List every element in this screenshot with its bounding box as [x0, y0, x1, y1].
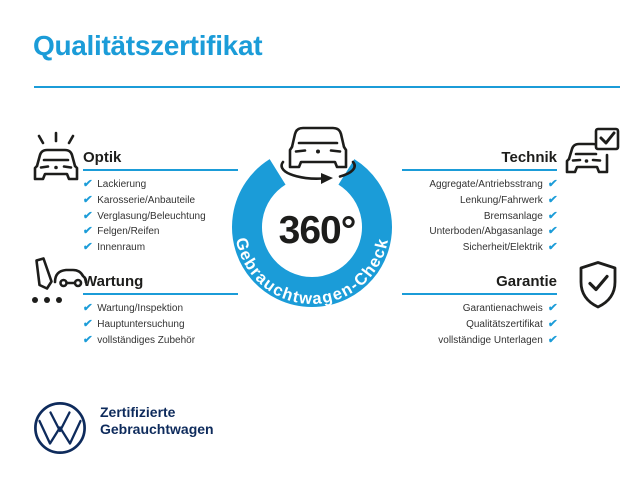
- degrees-label: 360°: [279, 209, 356, 252]
- footer-claim-line1: Zertifizierte: [100, 404, 176, 420]
- check-icon: ✔: [82, 209, 94, 222]
- checklist-item-label: Garantienachweis: [462, 303, 543, 315]
- check-icon: ✔: [547, 225, 558, 238]
- checklist-item: Garantienachweis ✔: [438, 301, 558, 317]
- checklist-item: ✔ Wartung/Inspektion: [82, 301, 195, 317]
- checklist-item-label: Lenkung/Fahrwerk: [459, 195, 543, 207]
- checklist-item: Unterboden/Abgasanlage ✔: [429, 224, 558, 240]
- checklist-item: ✔ Innenraum: [82, 240, 206, 256]
- checklist-item-label: Sicherheit/Elektrik: [462, 242, 543, 254]
- vw-logo: [34, 402, 86, 454]
- checklist-item-label: Bremsanlage: [483, 210, 543, 222]
- checklist-item: ✔ Hauptuntersuchung: [82, 317, 195, 333]
- checklist-item-label: Wartung/Inspektion: [97, 303, 184, 315]
- check-icon: ✔: [547, 178, 558, 191]
- section-heading-technik: Technik: [501, 149, 557, 166]
- check-icon: ✔: [82, 225, 94, 238]
- checklist-wartung: ✔ Wartung/Inspektion ✔ Hauptuntersuchung ✔…: [82, 301, 196, 348]
- checklist-item: ✔ Lackierung: [82, 177, 206, 193]
- section-rule-optik: [83, 169, 238, 171]
- check-icon: ✔: [547, 241, 558, 254]
- checklist-item: ✔ vollständiges Zubehör: [82, 332, 196, 348]
- checklist-item: Aggregate/Antriebsstrang ✔: [429, 177, 558, 193]
- checklist-technik: Aggregate/Antriebsstrang ✔ Lenkung/Fahrwe…: [429, 177, 558, 256]
- checklist-item-label: Innenraum: [97, 242, 146, 254]
- check-icon: ✔: [82, 194, 94, 207]
- checklist-item: Qualitätszertifikat ✔: [438, 317, 558, 333]
- checklist-item-label: Felgen/Reifen: [97, 226, 160, 238]
- section-rule-wartung: [83, 293, 238, 295]
- footer-claim: Zertifizierte Gebrauchtwagen: [100, 404, 214, 438]
- shield-check-icon: [579, 261, 617, 309]
- ring-arc: [232, 159, 392, 308]
- check-icon: ✔: [82, 302, 94, 315]
- checklist-item: ✔ Felgen/Reifen: [82, 224, 206, 240]
- car-360-icon: [280, 126, 356, 184]
- service-checklist-icon: [32, 257, 88, 303]
- check-icon: ✔: [547, 333, 558, 346]
- car-checkbox-icon: [565, 127, 620, 174]
- check-icon: ✔: [547, 194, 558, 207]
- check-icon: ✔: [82, 178, 94, 191]
- section-heading-optik: Optik: [83, 149, 122, 166]
- section-heading-garantie: Garantie: [496, 273, 557, 290]
- checklist-item-label: Verglasung/Beleuchtung: [97, 210, 206, 222]
- checklist-item: Sicherheit/Elektrik ✔: [429, 240, 558, 256]
- check-icon: ✔: [82, 241, 94, 254]
- check-icon: ✔: [82, 318, 94, 331]
- check-icon: ✔: [547, 209, 558, 222]
- gebrauchtwagen-check-ring: Gebrauchtwagen-Check 360°: [232, 126, 392, 308]
- checklist-item: ✔ Karosserie/Anbauteile: [82, 193, 206, 209]
- checklist-item-label: Karosserie/Anbauteile: [97, 195, 196, 207]
- check-icon: ✔: [547, 302, 558, 315]
- checklist-item: vollständige Unterlagen ✔: [438, 332, 558, 348]
- checklist-item-label: vollständige Unterlagen: [438, 334, 543, 346]
- checklist-item: Lenkung/Fahrwerk ✔: [429, 193, 558, 209]
- checklist-optik: ✔ Lackierung ✔ Karosserie/Anbauteile ✔ Verg…: [82, 177, 206, 256]
- check-icon: ✔: [82, 333, 94, 346]
- checklist-item: Bremsanlage ✔: [429, 208, 558, 224]
- shiny-car-icon: [33, 131, 79, 181]
- title-divider: [34, 86, 620, 88]
- check-icon: ✔: [547, 318, 558, 331]
- footer-claim-line2: Gebrauchtwagen: [100, 421, 214, 437]
- section-heading-wartung: Wartung: [83, 273, 144, 290]
- checklist-item-label: Lackierung: [97, 179, 147, 191]
- checklist-item-label: Unterboden/Abgasanlage: [429, 226, 543, 238]
- checklist-item-label: vollständiges Zubehör: [97, 334, 196, 346]
- section-rule-garantie: [402, 293, 557, 295]
- checklist-item-label: Qualitätszertifikat: [466, 319, 543, 331]
- section-rule-technik: [402, 169, 557, 171]
- checklist-garantie: Garantienachweis ✔ Qualitätszertifikat ✔ v…: [438, 301, 558, 348]
- checklist-item: ✔ Verglasung/Beleuchtung: [82, 208, 206, 224]
- page-title: Qualitätszertifikat: [33, 30, 263, 61]
- checklist-item-label: Hauptuntersuchung: [97, 319, 185, 331]
- checklist-item-label: Aggregate/Antriebsstrang: [429, 179, 543, 191]
